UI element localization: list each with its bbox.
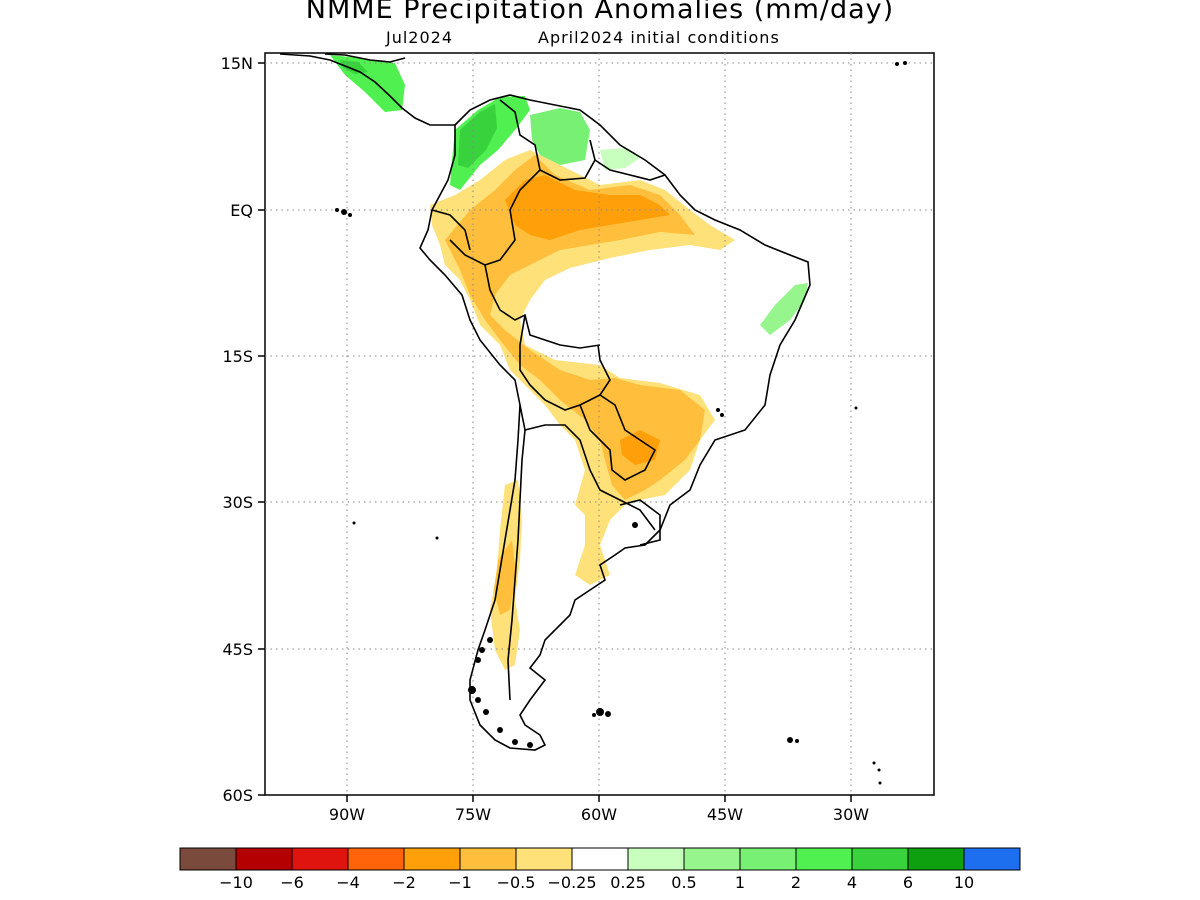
- colorbar-swatch: [459, 847, 517, 871]
- anomaly-ne-brazil-wet: [760, 283, 808, 335]
- border-venezuela: [539, 139, 596, 181]
- anomaly-chile-dry-moderate: [494, 540, 516, 615]
- lon-label-45w: 45W: [707, 805, 743, 824]
- colorbar-label: 10: [954, 873, 974, 892]
- colorbar-label: −1: [448, 873, 472, 892]
- graticule: [265, 53, 934, 795]
- coastline-caribbean: [324, 53, 406, 63]
- border-paraguay: [579, 394, 657, 481]
- colorbar-label: 2: [791, 873, 801, 892]
- anomaly-central-america-moderate: [340, 60, 368, 74]
- lat-label-15n: 15N: [221, 54, 253, 73]
- colorbar-swatch: [907, 847, 965, 871]
- anomaly-paraguay-dry-strong: [620, 430, 660, 465]
- colorbar-swatch: [683, 847, 741, 871]
- colorbar-swatch: [963, 847, 1021, 871]
- coastlines: [279, 53, 811, 751]
- anomaly-colombia-wet: [450, 96, 530, 190]
- lon-label-75w: 75W: [455, 805, 491, 824]
- colorbar-swatch: [739, 847, 797, 871]
- anomaly-guiana-light: [600, 148, 640, 170]
- axis-ticks: [258, 62, 852, 802]
- lat-label-45s: 45S: [222, 640, 253, 659]
- islands: [335, 61, 907, 785]
- border-argentina-chile: [507, 404, 526, 701]
- forecast-month: Jul2024: [386, 28, 454, 47]
- colorbar-swatch: [515, 847, 573, 871]
- anomaly-amazon-dry-moderate: [445, 155, 705, 500]
- border-argentina-north: [524, 424, 656, 531]
- colorbar-swatch: [291, 847, 349, 871]
- anomaly-venezuela-wet: [530, 108, 590, 165]
- colorbar-label: −0.5: [497, 873, 536, 892]
- colorbar-label: −10: [219, 873, 253, 892]
- colorbar-label: −2: [392, 873, 416, 892]
- lat-label-60s: 60S: [222, 786, 253, 805]
- border-peru-brazil: [484, 264, 601, 349]
- border-colombia: [449, 99, 541, 266]
- lat-label-eq: EQ: [230, 201, 253, 220]
- colorbar-label: −6: [280, 873, 304, 892]
- colorbar-label: −4: [336, 873, 360, 892]
- colorbar-label: 0.5: [671, 873, 696, 892]
- latitude-labels: 15N EQ 15S 30S 45S 60S: [221, 54, 253, 805]
- border-guianas: [594, 159, 666, 181]
- colorbar-label: 0.25: [610, 873, 646, 892]
- colorbar: −10 −6 −4 −2 −1 −0.5 −0.25 0.25 0.5 1 2 4 6 10: [179, 847, 1021, 892]
- map-title: NMME Precipitation Anomalies (mm/day): [305, 0, 895, 25]
- border-ecuador: [431, 209, 471, 251]
- coastline-central-america: [279, 53, 455, 126]
- colorbar-swatch: [795, 847, 853, 871]
- colorbar-swatch: [851, 847, 909, 871]
- anomaly-layer: [330, 55, 808, 670]
- colorbar-label: 6: [903, 873, 913, 892]
- anomaly-amazon-dry-strong: [505, 175, 670, 240]
- anomaly-colombia-strong: [458, 104, 497, 168]
- coastline-south-america: [419, 94, 811, 751]
- colorbar-swatch: [571, 847, 629, 871]
- colorbar-swatch: [179, 847, 237, 871]
- colorbar-label: 1: [735, 873, 745, 892]
- colorbar-swatch: [627, 847, 685, 871]
- border-uruguay: [619, 499, 661, 546]
- lon-label-30w: 30W: [833, 805, 869, 824]
- colorbar-label: 4: [847, 873, 857, 892]
- longitude-labels: 90W 75W 60W 45W 30W: [329, 805, 869, 824]
- lon-label-60w: 60W: [581, 805, 617, 824]
- border-bolivia: [519, 314, 611, 411]
- lat-label-30s: 30S: [222, 493, 253, 512]
- colorbar-swatch: [235, 847, 293, 871]
- colorbar-label: −0.25: [547, 873, 596, 892]
- colorbar-swatch: [403, 847, 461, 871]
- lon-label-90w: 90W: [329, 805, 365, 824]
- initial-conditions: April2024 initial conditions: [538, 28, 780, 47]
- lat-label-15s: 15S: [222, 347, 253, 366]
- colorbar-swatch: [347, 847, 405, 871]
